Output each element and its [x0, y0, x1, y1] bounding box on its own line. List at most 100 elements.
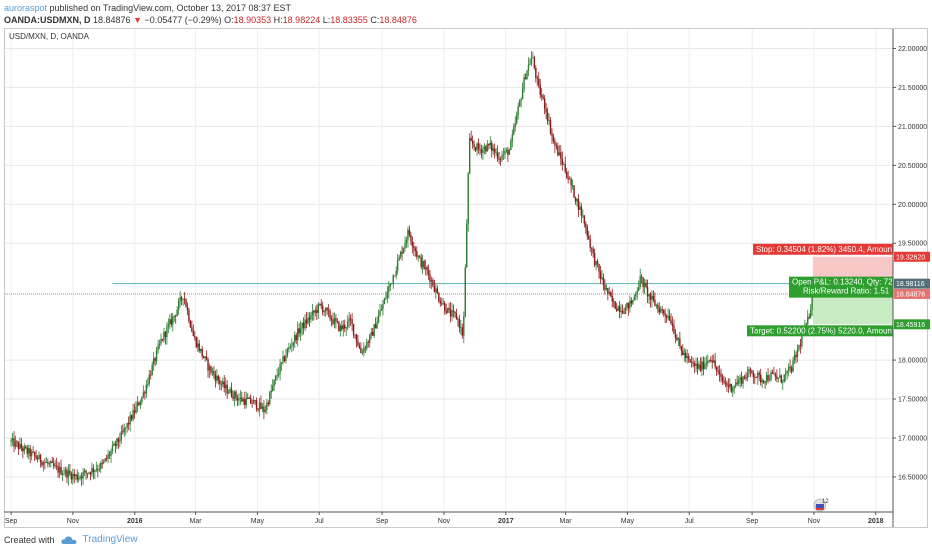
author-link[interactable]: auroraspot [4, 3, 48, 13]
candle-body [357, 341, 359, 346]
candle-body [661, 309, 663, 311]
candle-body [496, 152, 499, 160]
candle-body [304, 319, 306, 329]
candle-body [636, 290, 638, 295]
candle-body [667, 315, 669, 318]
candle-body [311, 310, 314, 316]
candle-body [608, 292, 611, 294]
candle-body [57, 466, 59, 473]
candle-body [660, 309, 662, 313]
candle-body [70, 473, 73, 480]
candle-body [508, 150, 511, 155]
candle-body [464, 267, 466, 317]
candle-body [177, 301, 180, 310]
candle-body [732, 387, 734, 392]
flag-stripe-red [815, 508, 824, 510]
candle-body [352, 323, 355, 335]
candle-body [540, 94, 543, 97]
price-tick-label: 22.00000 [898, 46, 927, 53]
target-label-text: Target: 0.52200 (2.75%) 5220.0, Amount [750, 326, 895, 335]
candle-body [542, 96, 544, 99]
publish-header: auroraspot published on TradingView.com,… [4, 2, 291, 14]
candle-body [302, 322, 305, 329]
candle-body [211, 371, 214, 373]
chart-title: USD/MXN, D, OANDA [9, 32, 90, 41]
candle-body [685, 352, 687, 359]
candle-body [737, 380, 740, 384]
event-badge[interactable]: 12 [813, 498, 829, 512]
candle-body [266, 402, 268, 410]
price-tick-label: 20.00000 [898, 202, 927, 209]
candle-body [630, 300, 633, 304]
candle-body [760, 374, 762, 383]
candle-body [742, 376, 744, 384]
candle-body [780, 375, 782, 383]
current-price-label: 18.98116 [894, 278, 930, 289]
candle-body [338, 321, 340, 331]
candle-body [480, 149, 483, 154]
candle-body [45, 462, 48, 463]
candle-body [407, 229, 409, 241]
candle-body [567, 177, 569, 180]
open-value: 18.90353 [233, 15, 272, 25]
candle-body [717, 370, 719, 373]
candle-body [486, 143, 489, 152]
candle-body [261, 406, 264, 409]
candle-body [416, 250, 418, 257]
candle-body [576, 198, 578, 202]
candle-body [28, 448, 30, 454]
candle-body [798, 345, 800, 350]
candle-body [76, 474, 78, 480]
candle-body [205, 356, 208, 360]
candle-body [241, 397, 243, 402]
candle-body [120, 431, 123, 441]
candle-body [614, 301, 616, 309]
candle-body [344, 324, 346, 329]
candle-body [242, 399, 245, 402]
candle-body [729, 383, 731, 387]
candle-body [477, 143, 480, 149]
candle-body [430, 279, 433, 282]
candle-body [521, 89, 524, 100]
candle-body [779, 375, 781, 378]
candle-body [102, 461, 105, 464]
candle-body [735, 382, 737, 387]
candle-body [122, 431, 124, 433]
time-tick-label: Sep [746, 518, 759, 525]
candle-body [739, 377, 741, 381]
price-tick-label: 17.50000 [898, 397, 927, 404]
candle-body [418, 256, 421, 258]
target-price-label-bg [894, 319, 930, 330]
candle-body [704, 363, 706, 369]
candle-body [395, 270, 397, 276]
tradingview-brand[interactable]: TradingView [82, 534, 138, 545]
candle-body [145, 384, 148, 394]
candles [10, 51, 813, 486]
candle-body [762, 380, 765, 383]
price-axis[interactable]: 16.50000 17.00000 17.50000 18.00000 19.50000… [892, 29, 930, 527]
candle-body [330, 318, 333, 320]
candle-body [367, 342, 369, 344]
candle-body [42, 462, 45, 466]
candle-body [592, 248, 594, 253]
candle-body [645, 282, 647, 287]
candle-body [263, 406, 265, 413]
candle-body [758, 372, 760, 375]
candle-body [586, 226, 588, 237]
time-tick-label: Nov [438, 518, 451, 525]
candle-body [689, 359, 691, 362]
candle-body [696, 363, 699, 369]
candle-body [526, 70, 528, 79]
candle-body [348, 318, 350, 322]
candle-body [277, 373, 280, 376]
candle-body [441, 303, 443, 305]
candle-body [191, 327, 193, 332]
price-tick-label: 21.00000 [898, 124, 927, 131]
candle-body [398, 256, 400, 261]
stop-price-label-bg [894, 251, 930, 262]
time-axis[interactable]: Sep Nov 2016 Mar May Jul Sep Nov 2017 Mar May Jul Se… [4, 511, 893, 525]
candle-body [621, 310, 624, 314]
candle-body [682, 350, 684, 355]
candle-body [223, 381, 225, 389]
